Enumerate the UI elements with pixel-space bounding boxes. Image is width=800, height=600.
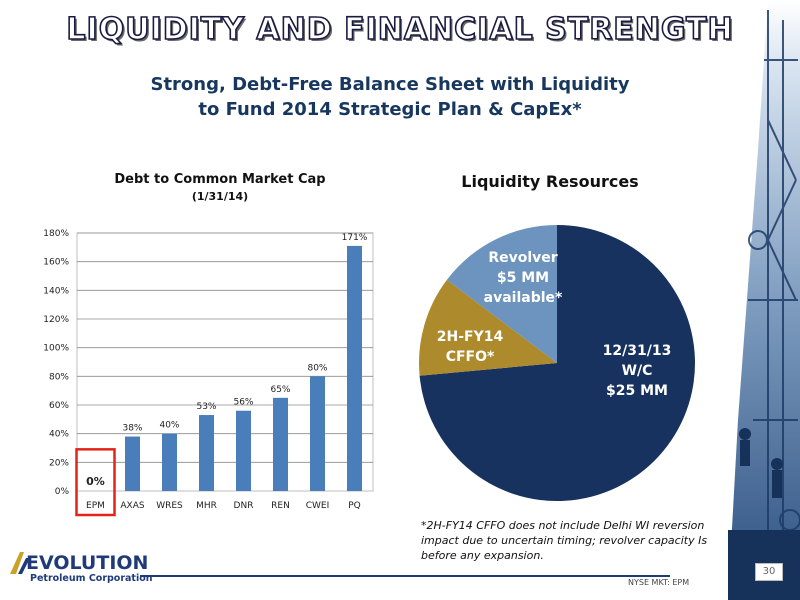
bar-chart-title: Debt to Common Market Cap bbox=[114, 172, 326, 187]
data-label: 0% bbox=[86, 475, 105, 488]
subtitle-line-2: to Fund 2014 Strategic Plan & CapEx* bbox=[198, 99, 582, 120]
x-tick-label: DNR bbox=[234, 501, 254, 511]
logo-r-icon bbox=[10, 552, 30, 574]
pie-slice-label: Revolver bbox=[488, 250, 557, 266]
bar-ren bbox=[273, 397, 288, 491]
footer-divider bbox=[140, 575, 670, 577]
pie-slice-label: $25 MM bbox=[606, 383, 668, 399]
pie-slice-1 bbox=[419, 279, 557, 376]
pie-slice-0 bbox=[419, 225, 695, 501]
footnote: *2H-FY14 CFFO does not include Delhi WI … bbox=[421, 519, 708, 562]
pie-slice-label: $5 MM bbox=[497, 270, 549, 286]
bar-wres bbox=[162, 433, 177, 491]
logo-wordmark: EVOLUTION bbox=[26, 552, 149, 574]
highlight-box-epm bbox=[75, 448, 116, 517]
company-logo: EVOLUTION Petroleum Corporation bbox=[8, 550, 158, 590]
stock-ticker: NYSE MKT: EPM bbox=[628, 578, 690, 587]
pie-chart-title: Liquidity Resources bbox=[461, 172, 639, 191]
x-tick-label: REN bbox=[271, 501, 290, 511]
slide-subtitle: Strong, Debt-Free Balance Sheet with Liq… bbox=[140, 72, 640, 122]
y-tick-label: 140% bbox=[43, 286, 69, 296]
x-tick-label: AXAS bbox=[120, 501, 144, 511]
bar-axas bbox=[125, 436, 140, 491]
y-tick-label: 80% bbox=[49, 372, 69, 382]
pie-slice-label: 2H-FY14 bbox=[437, 329, 504, 345]
data-label: 65% bbox=[270, 385, 290, 395]
bar-pq bbox=[347, 245, 362, 491]
pie-slice-label: 12/31/13 bbox=[603, 343, 672, 359]
pie-slice-label: available* bbox=[484, 290, 563, 306]
y-tick-label: 160% bbox=[43, 258, 69, 268]
y-tick-label: 0% bbox=[55, 487, 70, 497]
bar-dnr bbox=[236, 410, 251, 491]
x-tick-label: PQ bbox=[348, 501, 361, 511]
x-tick-label: WRES bbox=[156, 501, 183, 511]
bar-chart-subtitle: (1/31/14) bbox=[191, 190, 249, 203]
data-label: 80% bbox=[307, 363, 327, 373]
data-label: 38% bbox=[122, 424, 142, 434]
data-label: 53% bbox=[196, 402, 216, 412]
page-number: 30 bbox=[755, 563, 783, 581]
pie-slice-label: CFFO* bbox=[446, 349, 495, 365]
data-label: 56% bbox=[233, 398, 253, 408]
subtitle-line-1: Strong, Debt-Free Balance Sheet with Liq… bbox=[150, 74, 630, 95]
pie-slice-2 bbox=[446, 225, 557, 363]
y-tick-label: 20% bbox=[49, 458, 69, 468]
y-tick-label: 60% bbox=[49, 401, 69, 411]
bar-cwei bbox=[310, 376, 325, 491]
x-tick-label: EPM bbox=[86, 501, 105, 511]
y-tick-label: 180% bbox=[43, 229, 69, 239]
x-tick-label: MHR bbox=[196, 501, 217, 511]
logo-subtitle: Petroleum Corporation bbox=[30, 573, 153, 584]
x-tick-label: CWEI bbox=[306, 501, 330, 511]
data-label: 40% bbox=[159, 421, 179, 431]
y-tick-label: 100% bbox=[43, 344, 69, 354]
pie-slice-label: W/C bbox=[622, 363, 653, 379]
y-tick-label: 120% bbox=[43, 315, 69, 325]
bar-mhr bbox=[199, 415, 214, 491]
oil-rig-background-art bbox=[728, 0, 800, 600]
y-tick-label: 40% bbox=[49, 430, 69, 440]
slide-title: LIQUIDITY AND FINANCIAL STRENGTH bbox=[66, 11, 734, 48]
data-label: 171% bbox=[342, 233, 368, 243]
